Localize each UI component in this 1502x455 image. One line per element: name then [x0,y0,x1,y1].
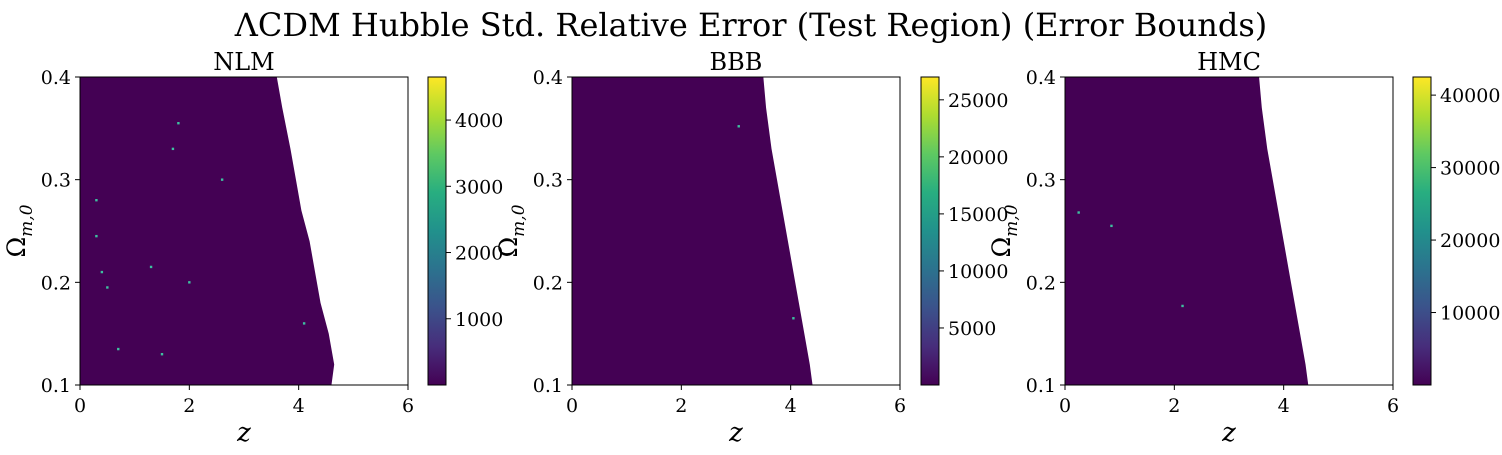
axes-frame [79,76,409,386]
y-tick-label: 0.1 [533,375,563,397]
colorbar-tick-label: 20000 [1440,230,1500,252]
y-axis-label-subscript: m,0 [1002,204,1022,237]
y-axis-label-subscript: m,0 [17,204,37,237]
subplot-bbb: BBB 0 2 4 6 0.1 0.2 0.3 0.4 z Ωm,0 5000 10000 15000 20… [494,48,1008,448]
heatmap-hotspot [177,122,180,125]
colorbar-gradient [1412,76,1432,386]
x-tick-label: 2 [183,395,195,417]
colorbar-tick-label: 30000 [1440,158,1500,180]
subplot-title: BBB [710,48,763,76]
colorbar-tick-label: 25000 [948,90,1008,112]
subplot-title: HMC [1197,48,1261,76]
heatmap-hotspot [737,125,740,128]
colorbar-tick-label: 1000 [455,309,503,331]
y-axis-label-subscript: m,0 [509,204,529,237]
y-tick-label: 0.4 [533,67,563,89]
heatmap-hotspot [95,199,98,202]
axes-frame [1064,76,1394,386]
x-tick-label: 2 [675,395,687,417]
heatmap-hotspot [792,317,795,320]
colorbar-tick-label: 3000 [455,176,503,198]
x-axis-label: z [1221,418,1236,448]
heatmap-region [80,77,335,385]
colorbar-tick-label: 5000 [948,318,996,340]
y-axis-label-main: Ω [987,237,1016,258]
colorbar-gradient [920,76,940,386]
y-tick-label: 0.2 [533,272,563,294]
x-tick-label: 4 [785,395,797,417]
colorbar-tick-label: 4000 [455,110,503,132]
colorbar: 10000 20000 30000 40000 [1412,76,1500,386]
y-axis-label: Ωm,0 [2,204,37,257]
heatmap-hotspot [220,178,224,181]
y-axis-label-main: Ω [2,237,31,258]
colorbar-tick-label: 10000 [948,261,1008,283]
colorbar: 1000 2000 3000 4000 [427,76,503,386]
heatmap-hotspot [149,265,153,269]
y-tick-label: 0.3 [533,170,563,192]
heatmap-hotspot [160,353,164,356]
heatmap-region [572,77,813,385]
x-axis-label: z [236,418,251,448]
x-tick-label: 6 [402,395,414,417]
x-tick-label: 0 [74,395,86,417]
x-tick-label: 2 [1168,395,1180,417]
heatmap-hotspot [302,322,306,325]
x-tick-label: 6 [894,395,906,417]
y-tick-label: 0.4 [1026,67,1056,89]
y-axis-label: Ωm,0 [494,204,529,257]
heatmap-hotspot [95,234,98,238]
y-tick-label: 0.4 [41,67,71,89]
heatmap-hotspot [100,270,104,274]
x-tick-label: 0 [566,395,578,417]
subplot-hmc: HMC 0 2 4 6 0.1 0.2 0.3 0.4 z Ωm,0 10000 20000 30000 4… [987,48,1500,448]
y-tick-label: 0.3 [1026,170,1056,192]
x-tick-label: 0 [1059,395,1071,417]
colorbar-tick-label: 40000 [1440,85,1500,107]
figure-title: ΛCDM Hubble Std. Relative Error (Test Re… [234,6,1268,44]
heatmap-region [1065,77,1309,385]
heatmap-hotspot [1110,224,1113,228]
subplot-nlm: NLM 0 2 4 6 0.1 0.2 0.3 0.4 z Ωm,0 1000 2000 3000 4000 [2,48,503,448]
colorbar-gradient [427,76,447,386]
heatmap-hotspot [1181,304,1184,308]
colorbar-tick-label: 10000 [1440,303,1500,325]
y-tick-label: 0.1 [41,375,71,397]
subplot-title: NLM [213,48,275,76]
y-tick-label: 0.3 [41,170,71,192]
heatmap-hotspot [188,281,191,284]
y-tick-label: 0.1 [1026,375,1056,397]
colorbar-tick-label: 20000 [948,147,1008,169]
y-axis-label: Ωm,0 [987,204,1022,257]
colorbar-tick-label: 2000 [455,243,503,265]
axes-frame [571,76,901,386]
x-axis-label: z [728,418,743,448]
colorbar-tick-label: 15000 [948,204,1008,226]
heatmap-hotspot [117,347,120,351]
x-tick-label: 6 [1387,395,1399,417]
colorbar: 5000 10000 15000 20000 25000 [920,76,1008,386]
heatmap-hotspot [1077,211,1080,214]
x-tick-label: 4 [293,395,305,417]
y-tick-label: 0.2 [41,272,71,294]
y-tick-label: 0.2 [1026,272,1056,294]
y-axis-label-main: Ω [494,237,523,258]
heatmap-hotspot [171,147,175,151]
heatmap-hotspot [106,286,109,289]
x-tick-label: 4 [1278,395,1290,417]
